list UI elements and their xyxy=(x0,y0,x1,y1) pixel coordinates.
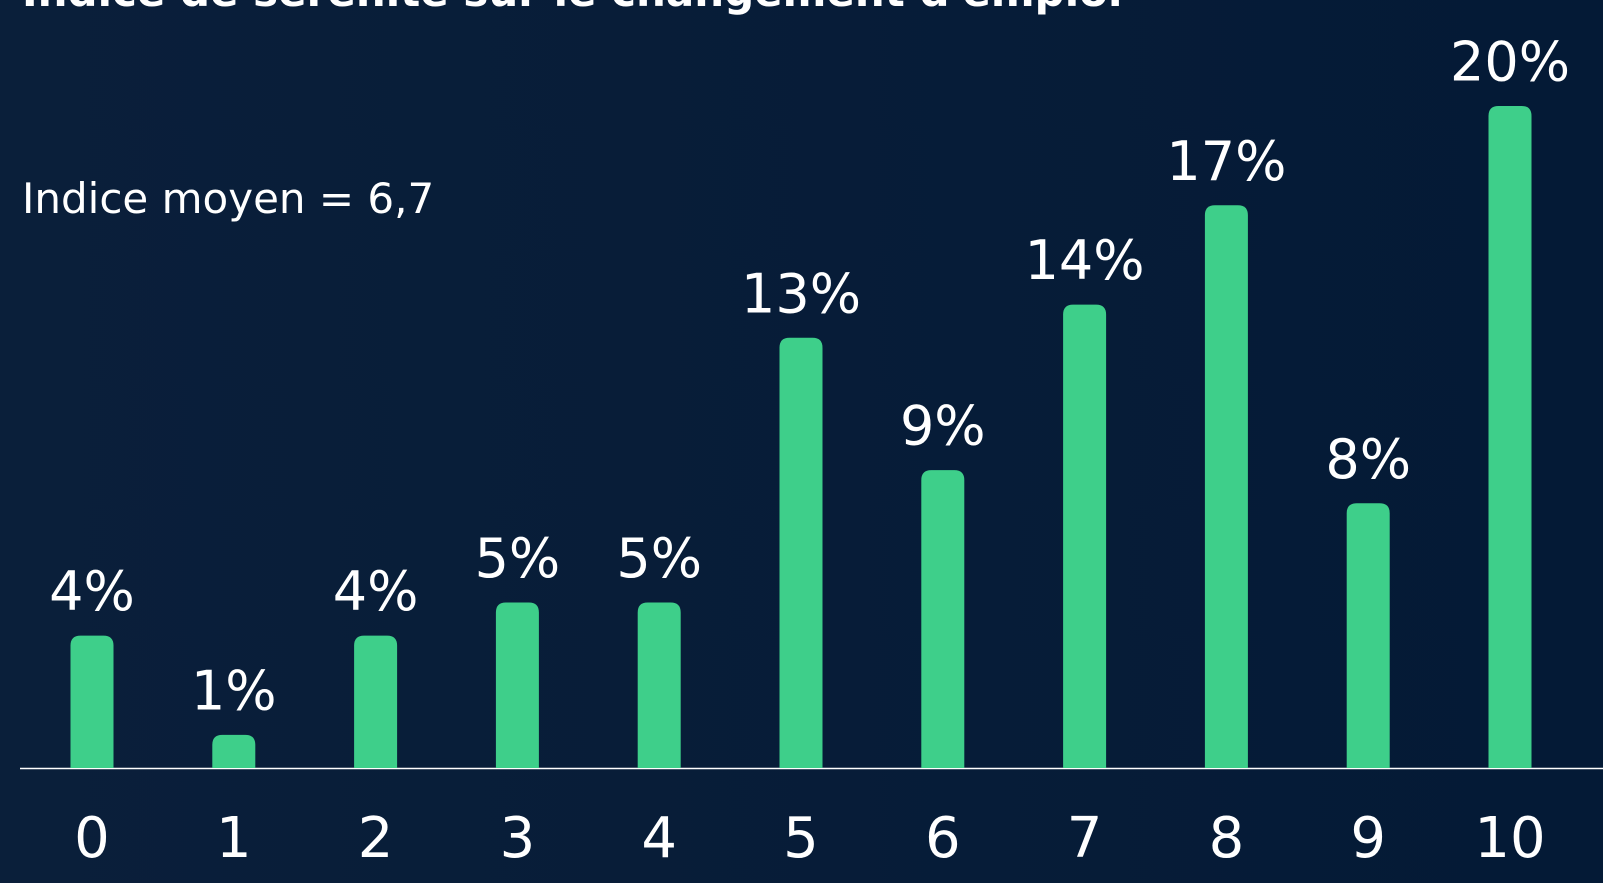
x-tick-label: 7 xyxy=(1067,806,1103,871)
bar xyxy=(1063,304,1107,768)
value-label: 5% xyxy=(475,527,561,590)
x-tick-label: 6 xyxy=(925,806,961,871)
value-label: 8% xyxy=(1325,428,1411,491)
x-tick-label: 10 xyxy=(1474,806,1545,871)
bar xyxy=(495,602,539,768)
bar xyxy=(1204,205,1248,769)
value-label: 5% xyxy=(616,527,702,590)
bar xyxy=(921,470,965,768)
bar xyxy=(70,635,114,768)
x-tick-label: 1 xyxy=(216,806,252,871)
bar xyxy=(1488,106,1532,768)
value-label: 13% xyxy=(741,262,861,325)
value-label: 20% xyxy=(1450,31,1570,94)
bar xyxy=(779,337,823,768)
value-label: 9% xyxy=(900,395,986,458)
bar xyxy=(354,635,398,768)
value-label: 4% xyxy=(49,560,135,623)
annotation: Indice moyen = 6,7 xyxy=(22,174,434,223)
x-tick-label: 9 xyxy=(1350,806,1386,871)
value-label: 4% xyxy=(333,560,419,623)
x-tick-label: 2 xyxy=(358,806,394,871)
x-tick-label: 5 xyxy=(783,806,819,871)
chart-title: Indice de sérénité sur le changement d'e… xyxy=(22,0,1122,16)
x-tick-label: 3 xyxy=(500,806,536,871)
bar xyxy=(1346,503,1390,768)
x-tick-label: 4 xyxy=(641,806,677,871)
bar xyxy=(212,734,256,768)
value-label: 14% xyxy=(1025,229,1145,292)
x-tick-label: 8 xyxy=(1209,806,1245,871)
value-label: 1% xyxy=(191,660,277,723)
value-label: 17% xyxy=(1166,130,1286,193)
x-tick-label: 0 xyxy=(74,806,110,871)
bar xyxy=(637,602,681,768)
